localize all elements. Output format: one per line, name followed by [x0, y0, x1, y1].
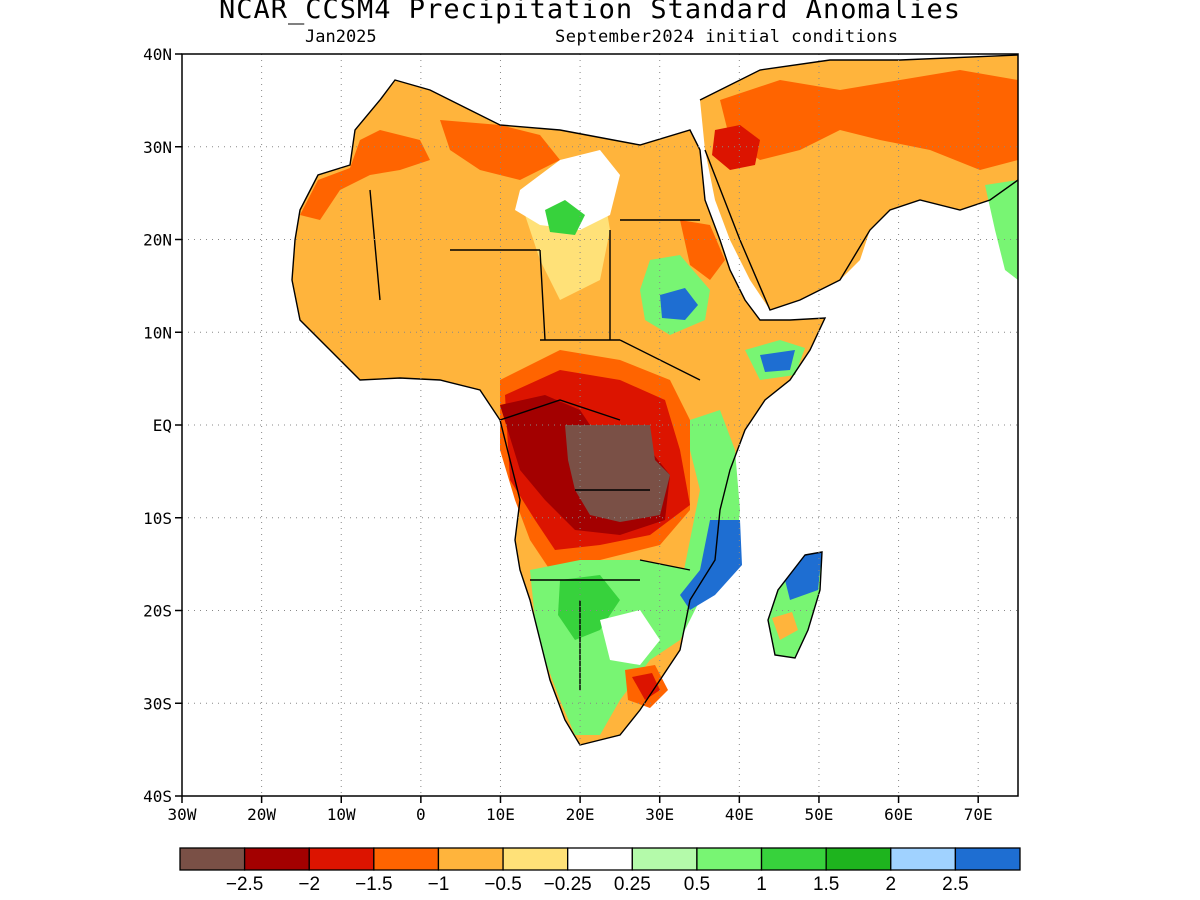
madagascar-blue — [785, 552, 822, 600]
colorbar-label: 0.5 — [684, 874, 710, 895]
colorbar — [179, 847, 1021, 871]
anomaly-field — [292, 55, 1018, 745]
colorbar-swatch — [308, 847, 375, 871]
colorbar-swatch — [696, 847, 763, 871]
colorbar-swatch — [567, 847, 633, 871]
colorbar-label: 1 — [756, 874, 767, 895]
anomaly-blue-mozambique — [680, 520, 742, 610]
anomaly-orange-sudan — [680, 220, 725, 280]
latitude-axis: 40N 30N 20N 10N EQ 10S 20S 30S 40S — [143, 45, 182, 806]
colorbar-swatch — [631, 847, 698, 871]
anomaly-white-south — [600, 610, 660, 665]
longitude-axis: 30W 20W 10W 0 10E 20E 30E 40E 50E 60E 70E — [168, 796, 993, 824]
anomaly-white-sahara — [515, 150, 620, 230]
colorbar-swatch — [825, 847, 892, 871]
colorbar-swatch — [437, 847, 504, 871]
anomaly-orange-me — [720, 70, 1018, 170]
anomaly-brown-central — [565, 425, 670, 522]
colorbar-label: −1.5 — [355, 874, 393, 895]
lon-tick-label: 10W — [327, 805, 356, 824]
colorbar-swatch — [890, 847, 957, 871]
anomaly-orange-nw — [300, 130, 430, 220]
colorbar-swatch — [243, 847, 310, 871]
colorbar-swatch — [954, 847, 1021, 871]
grid — [182, 54, 1018, 796]
coastlines — [291, 54, 1018, 746]
lat-tick-label: EQ — [153, 416, 172, 435]
lat-tick-label: 10N — [143, 323, 172, 342]
lat-tick-label: 20N — [143, 231, 172, 250]
colorbar-label: −0.5 — [484, 874, 522, 895]
colorbar-label: 2 — [885, 874, 896, 895]
anomaly-darkgreen-south — [558, 575, 620, 640]
lon-tick-label: 30W — [168, 805, 197, 824]
colorbar-label: −2 — [298, 874, 320, 895]
lat-tick-label: 30N — [143, 138, 172, 157]
colorbar-swatch — [760, 847, 827, 871]
anomaly-red-iraq — [712, 125, 760, 170]
lat-tick-label: 30S — [143, 694, 172, 713]
lon-tick-label: 70E — [964, 805, 993, 824]
anomaly-blue-somalia — [760, 350, 795, 372]
valid-month-label: Jan2025 — [305, 27, 377, 47]
colorbar-label: −0.25 — [544, 874, 592, 895]
anomaly-green-india — [985, 180, 1018, 280]
lat-tick-label: 40N — [143, 45, 172, 64]
init-conditions-label: September2024 initial conditions — [555, 27, 899, 47]
lon-tick-label: 0 — [416, 805, 426, 824]
lon-tick-label: 30E — [645, 805, 674, 824]
lat-tick-label: 40S — [143, 787, 172, 806]
lon-tick-label: 10E — [486, 805, 515, 824]
lat-tick-label: 20S — [143, 602, 172, 621]
colorbar-label: 0.25 — [614, 874, 651, 895]
anomaly-blue-sudan — [660, 288, 698, 320]
colorbar-labels: −2.5 −2 −1.5 −1 −0.5 −0.25 0.25 0.5 1 1.5 2 2.5 — [226, 874, 969, 895]
lat-tick-label: 10S — [143, 509, 172, 528]
colorbar-swatch — [502, 847, 569, 871]
colorbar-label: 1.5 — [813, 874, 839, 895]
colorbar-label: 2.5 — [942, 874, 968, 895]
lon-tick-label: 60E — [884, 805, 913, 824]
lon-tick-label: 40E — [725, 805, 754, 824]
colorbar-swatch — [179, 847, 246, 871]
lon-tick-label: 20W — [247, 805, 276, 824]
chart-title: NCAR_CCSM4 Precipitation Standard Anomal… — [219, 0, 961, 25]
anomaly-darkred-southafrica — [632, 673, 660, 700]
madagascar-orange — [772, 612, 798, 640]
anomaly-green-sahara — [545, 200, 585, 235]
lon-tick-label: 20E — [566, 805, 595, 824]
colorbar-label: −2.5 — [226, 874, 264, 895]
lon-tick-label: 50E — [804, 805, 833, 824]
colorbar-label: −1 — [428, 874, 450, 895]
colorbar-swatch — [373, 847, 440, 871]
